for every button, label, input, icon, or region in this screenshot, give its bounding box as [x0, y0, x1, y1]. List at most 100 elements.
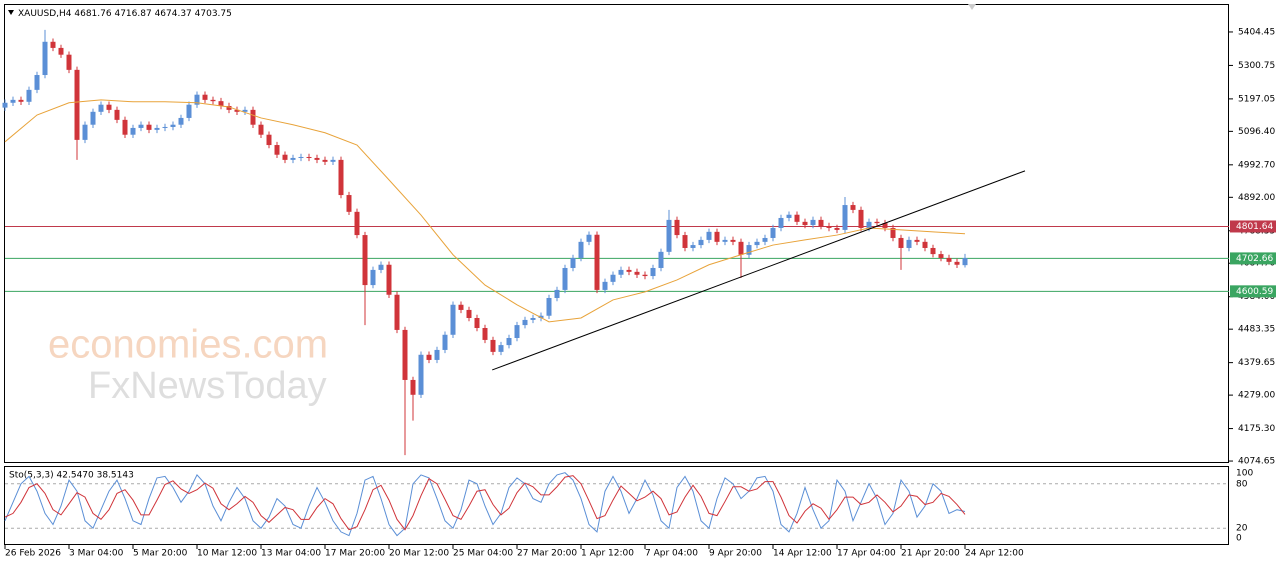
candle-body — [642, 274, 648, 277]
candle-body — [810, 219, 816, 226]
candle-body — [210, 99, 216, 102]
x-tick-label: 13 Mar 04:00 — [261, 549, 321, 559]
candle-body — [250, 109, 256, 125]
candle-body — [106, 104, 112, 110]
x-tick-label: 21 Apr 20:00 — [901, 549, 960, 559]
x-tick-label: 24 Apr 12:00 — [965, 549, 1024, 559]
candle-body — [954, 261, 960, 265]
candle-body — [2, 102, 8, 108]
y-tick-label: 4074.65 — [1238, 457, 1275, 467]
candle-body — [634, 271, 640, 275]
candle-body — [18, 99, 24, 102]
x-tick-label: 26 Feb 2026 — [5, 549, 61, 559]
candle-body — [434, 349, 440, 360]
candle-body — [90, 111, 96, 125]
moving-average — [4, 99, 966, 323]
candle-body — [594, 234, 600, 290]
symbol-menu[interactable] — [8, 10, 14, 15]
candle-body — [154, 127, 160, 130]
candle-body — [522, 319, 528, 326]
level-label-bg — [1230, 285, 1276, 298]
y-tick-label: 80 — [1236, 479, 1248, 489]
candle-body — [490, 339, 496, 352]
candle-body — [466, 309, 472, 318]
candle-body — [322, 159, 328, 162]
candle-body — [722, 239, 728, 242]
candle-body — [546, 297, 552, 316]
level-label: 4600.59 — [1236, 287, 1273, 297]
x-tick-label: 20 Mar 12:00 — [389, 549, 449, 559]
candle-body — [474, 317, 480, 328]
candle-body — [786, 214, 792, 218]
oscillator-line — [4, 472, 966, 537]
oscillator-line — [4, 475, 966, 531]
trend-line — [492, 170, 1026, 371]
candle-body — [450, 304, 456, 335]
candle-body — [282, 154, 288, 160]
level-label-bg — [1230, 252, 1276, 265]
x-tick-label: 17 Mar 20:00 — [325, 549, 385, 559]
candle-body — [938, 254, 944, 258]
candle-body — [834, 227, 840, 230]
y-tick-label: 20 — [1236, 524, 1248, 534]
close-value: 4703.75 — [195, 9, 232, 19]
candle-body — [330, 159, 336, 162]
shift-marker — [968, 4, 976, 10]
y-tick-label: 4483.35 — [1238, 325, 1275, 335]
candle-body — [858, 209, 864, 228]
x-tick-label: 17 Apr 04:00 — [837, 549, 896, 559]
candle-body — [82, 124, 88, 140]
x-tick-label: 14 Apr 12:00 — [773, 549, 832, 559]
candle-body — [514, 325, 520, 338]
candle-body — [170, 124, 176, 127]
header: XAUUSD,H4 4681.76 4716.87 4674.37 4703.7… — [18, 9, 232, 19]
y-tick-label: 4379.65 — [1238, 358, 1275, 368]
y-tick-label: 4279.00 — [1238, 391, 1275, 401]
candle-body — [218, 101, 224, 106]
candle-body — [570, 257, 576, 268]
candle-body — [730, 239, 736, 242]
y-tick-label: 5300.75 — [1238, 61, 1275, 71]
low-value: 4674.37 — [155, 9, 192, 19]
y-tick-label: 4175.30 — [1238, 424, 1275, 434]
candle-body — [682, 235, 688, 248]
candle-body — [866, 221, 872, 228]
level-label: 4702.66 — [1236, 254, 1273, 264]
candle-body — [426, 354, 432, 360]
candle-body — [882, 223, 888, 228]
candle-body — [50, 41, 56, 48]
candle-body — [378, 264, 384, 270]
candle-body — [914, 239, 920, 242]
candle-body — [578, 241, 584, 258]
candle-body — [802, 221, 808, 226]
level-label-bg — [1230, 220, 1276, 233]
candle-body — [186, 104, 192, 118]
candle-body — [754, 241, 760, 246]
candle-body — [898, 237, 904, 248]
candle-body — [698, 239, 704, 246]
level-label: 4801.64 — [1236, 222, 1273, 232]
candle-body — [666, 219, 672, 252]
candle-body — [738, 241, 744, 255]
candle-body — [34, 75, 40, 90]
candle-body — [258, 124, 264, 135]
candle-body — [746, 245, 752, 255]
candle-body — [930, 247, 936, 255]
candle-body — [610, 274, 616, 282]
candle-body — [826, 226, 832, 228]
candle-body — [290, 157, 296, 160]
candle-body — [906, 239, 912, 248]
candle-body — [74, 69, 80, 140]
candle-body — [338, 159, 344, 196]
candle-body — [818, 219, 824, 227]
watermark: economies.com — [48, 323, 328, 367]
x-tick-label: 9 Apr 20:00 — [709, 549, 762, 559]
symbol: XAUUSD,H4 — [18, 9, 72, 19]
candle-body — [946, 257, 952, 262]
candle-body — [26, 89, 32, 102]
candle-body — [506, 337, 512, 346]
y-range-label: 100 — [1236, 469, 1253, 479]
candle-body — [554, 289, 560, 298]
candle-body — [370, 269, 376, 286]
candle-body — [394, 294, 400, 330]
